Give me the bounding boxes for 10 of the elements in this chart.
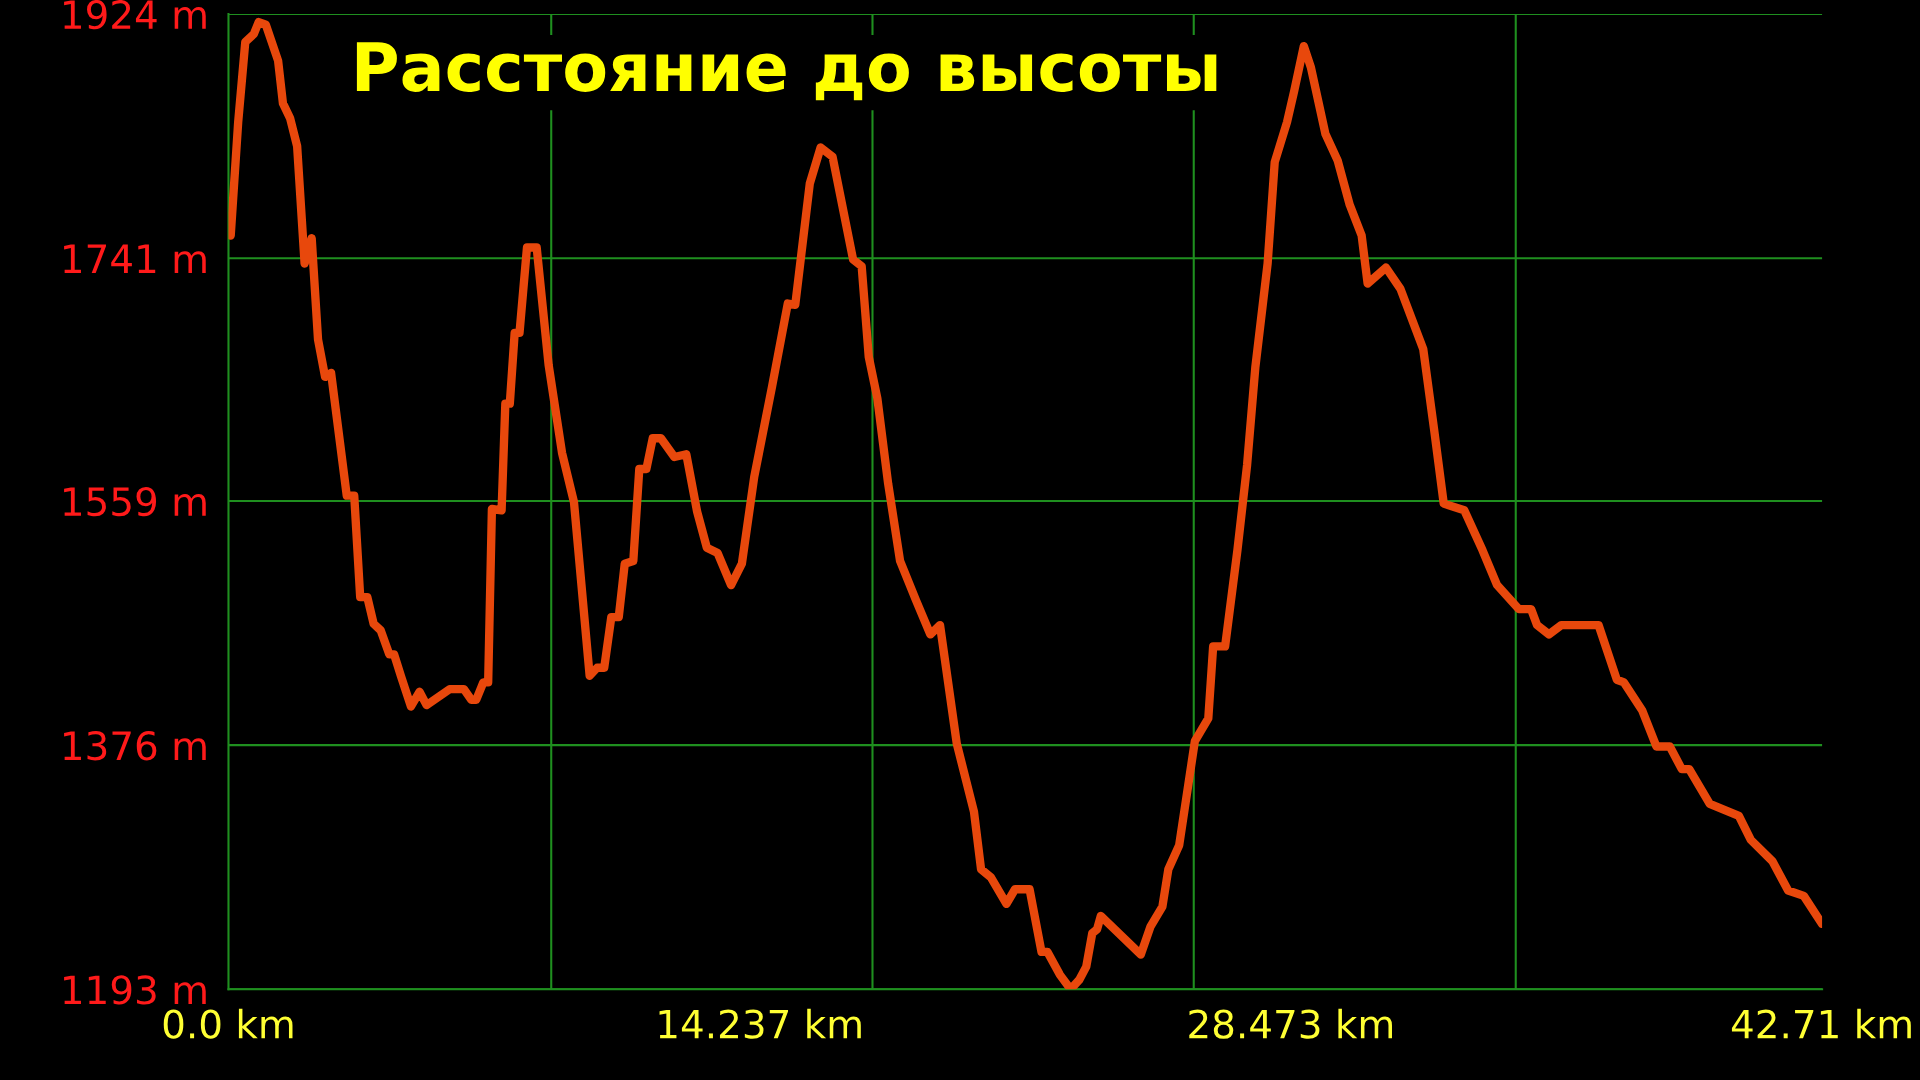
chart-title: Расстояние до высоты xyxy=(356,42,1217,101)
y-tick-label: 1924 m xyxy=(64,0,206,30)
x-tick-label: 14.237 km xyxy=(659,1008,861,1039)
y-tick-label: 1559 m xyxy=(64,486,206,517)
y-tick-label: 1741 m xyxy=(64,244,206,273)
x-tick-label: 0.0 km xyxy=(163,1008,293,1039)
y-tick-label: 1193 m xyxy=(64,975,206,1005)
x-tick-label: 28.473 km xyxy=(1189,1008,1392,1039)
x-tick-label: 42.71 km xyxy=(1731,1008,1911,1039)
y-tick-label: 1376 m xyxy=(64,731,206,761)
